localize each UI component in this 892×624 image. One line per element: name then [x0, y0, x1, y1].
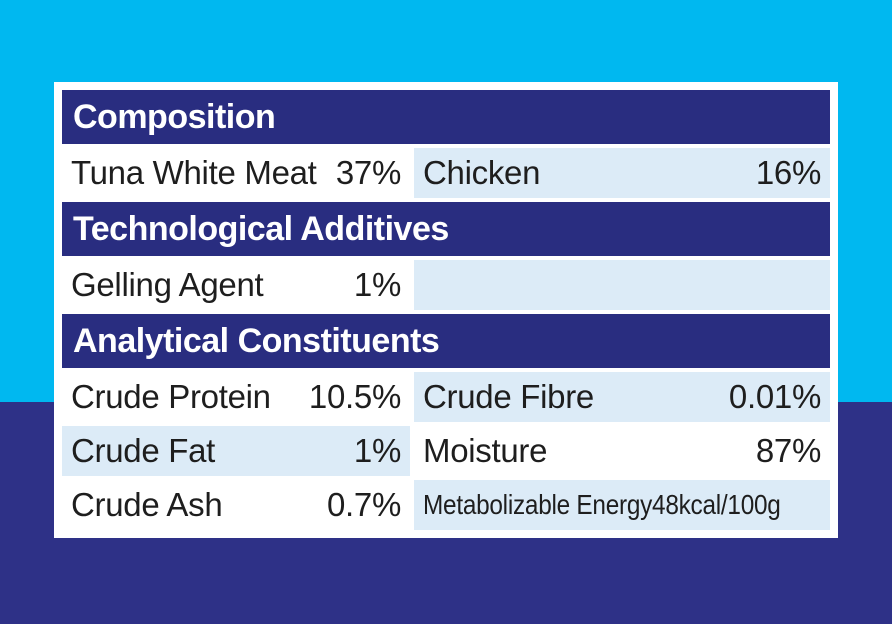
- nutrient-value: 87%: [755, 432, 821, 469]
- table-row: Gelling Agent 1%: [62, 260, 830, 310]
- nutrient-value: 48kcal/100g: [652, 489, 781, 520]
- nutrient-label: Moisture: [423, 432, 548, 469]
- nutrition-panel: Composition Tuna White Meat 37% Chicken …: [54, 82, 838, 538]
- section-header-analytical-constituents: Analytical Constituents: [62, 314, 830, 368]
- cell-tuna-white-meat: Tuna White Meat 37%: [62, 148, 410, 198]
- nutrient-label: Crude Ash: [71, 486, 223, 523]
- nutrient-label: Metabolizable Energy: [423, 489, 653, 520]
- nutrient-label: Crude Protein: [71, 378, 271, 415]
- nutrient-label: Crude Fibre: [423, 378, 594, 415]
- cell-gelling-agent: Gelling Agent 1%: [62, 260, 410, 310]
- table-row: Crude Protein 10.5% Crude Fibre 0.01%: [62, 372, 830, 422]
- cell-empty: [414, 260, 830, 310]
- ingredient-label: Gelling Agent: [71, 266, 264, 303]
- section-header-technological-additives: Technological Additives: [62, 202, 830, 256]
- ingredient-label: Chicken: [423, 154, 541, 191]
- table-row: Crude Fat 1% Moisture 87%: [62, 426, 830, 476]
- metabolizable-energy-text: Metabolizable Energy 48kcal/100g: [423, 489, 781, 521]
- nutrient-value: 0.7%: [326, 486, 401, 523]
- section-title: Technological Additives: [73, 209, 449, 248]
- cell-metabolizable-energy: Metabolizable Energy 48kcal/100g: [414, 480, 830, 530]
- section-title: Analytical Constituents: [73, 321, 440, 360]
- cell-crude-fibre: Crude Fibre 0.01%: [414, 372, 830, 422]
- ingredient-value: 16%: [755, 154, 821, 191]
- table-row: Tuna White Meat 37% Chicken 16%: [62, 148, 830, 198]
- nutrient-value: 10.5%: [308, 378, 401, 415]
- cell-moisture: Moisture 87%: [414, 426, 830, 476]
- nutrient-value: 0.01%: [728, 378, 821, 415]
- ingredient-label: Tuna White Meat: [71, 154, 317, 191]
- cell-crude-fat: Crude Fat 1%: [62, 426, 410, 476]
- section-title: Composition: [73, 97, 276, 136]
- ingredient-value: 1%: [353, 266, 401, 303]
- section-header-composition: Composition: [62, 90, 830, 144]
- cell-crude-protein: Crude Protein 10.5%: [62, 372, 410, 422]
- cell-chicken: Chicken 16%: [414, 148, 830, 198]
- nutrient-label: Crude Fat: [71, 432, 216, 469]
- nutrient-value: 1%: [353, 432, 401, 469]
- table-row: Crude Ash 0.7% Metabolizable Energy 48kc…: [62, 480, 830, 530]
- cell-crude-ash: Crude Ash 0.7%: [62, 480, 410, 530]
- ingredient-value: 37%: [335, 154, 401, 191]
